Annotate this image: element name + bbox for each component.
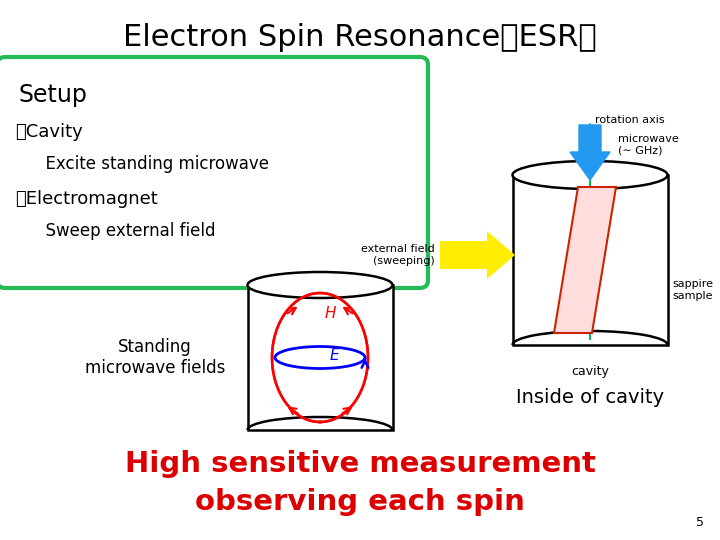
Text: H: H [325, 306, 336, 321]
Text: Inside of cavity: Inside of cavity [516, 388, 664, 407]
Text: Electron Spin Resonance（ESR）: Electron Spin Resonance（ESR） [123, 24, 597, 52]
Text: external field
(sweeping): external field (sweeping) [361, 244, 435, 266]
Polygon shape [554, 187, 616, 333]
Text: sappire
sample: sappire sample [672, 279, 713, 301]
Text: High sensitive measurement: High sensitive measurement [125, 450, 595, 478]
Text: observing each spin: observing each spin [195, 488, 525, 516]
FancyArrow shape [440, 231, 515, 279]
Text: ・Electromagnet: ・Electromagnet [15, 190, 158, 208]
Text: microwave
(∼ GHz): microwave (∼ GHz) [618, 134, 679, 156]
FancyArrow shape [570, 125, 610, 180]
Text: E: E [330, 348, 340, 363]
Text: Standing
microwave fields: Standing microwave fields [85, 338, 225, 377]
Text: ・Cavity: ・Cavity [15, 123, 83, 141]
Text: 5: 5 [696, 516, 704, 529]
Text: cavity: cavity [571, 365, 609, 378]
Text: rotation axis: rotation axis [595, 115, 665, 125]
Bar [513, 175, 668, 345]
Text: Excite standing microwave: Excite standing microwave [35, 155, 269, 173]
Bar [248, 285, 393, 430]
Text: Sweep external field: Sweep external field [35, 222, 215, 240]
Text: Setup: Setup [19, 83, 88, 107]
Ellipse shape [248, 272, 392, 298]
Ellipse shape [513, 161, 667, 189]
FancyBboxPatch shape [0, 57, 428, 288]
